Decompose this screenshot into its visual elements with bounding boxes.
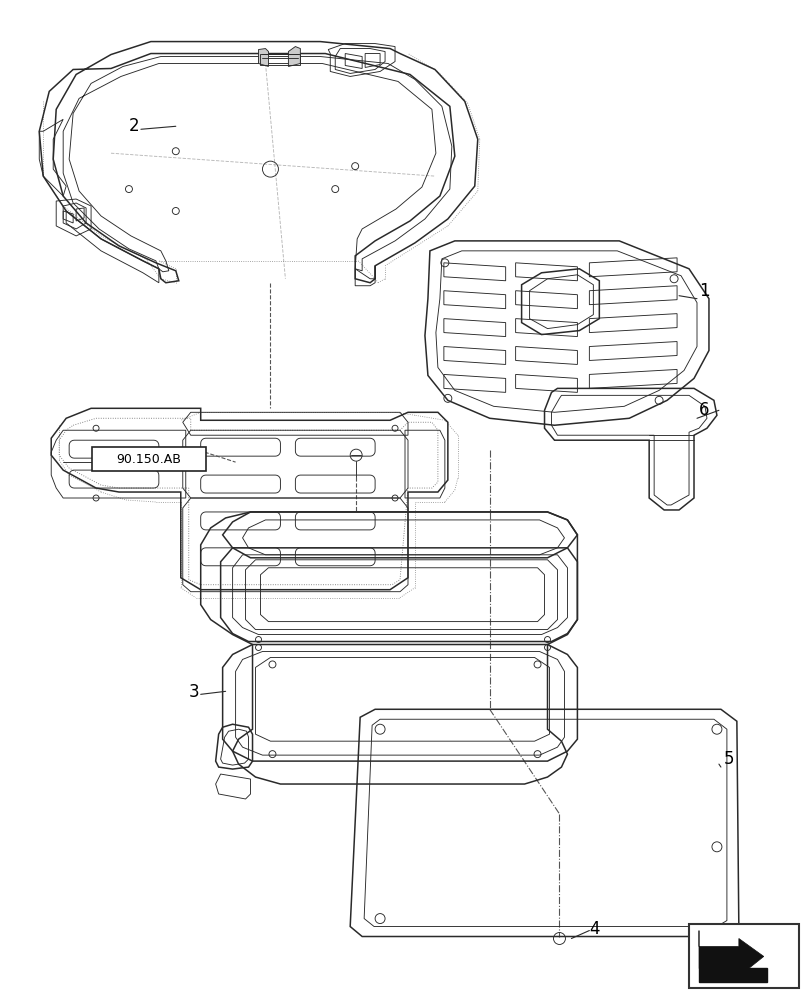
Text: 3: 3 bbox=[188, 683, 200, 701]
FancyBboxPatch shape bbox=[92, 447, 205, 471]
Bar bbox=[689, 924, 798, 988]
Text: 4: 4 bbox=[589, 920, 599, 938]
Text: 90.150.AB: 90.150.AB bbox=[116, 453, 181, 466]
Polygon shape bbox=[288, 47, 300, 66]
Text: 1: 1 bbox=[698, 282, 709, 300]
Polygon shape bbox=[258, 49, 268, 66]
Text: 6: 6 bbox=[698, 401, 709, 419]
Text: 2: 2 bbox=[129, 117, 139, 135]
Bar bbox=[698, 968, 766, 982]
Text: 5: 5 bbox=[723, 750, 733, 768]
Polygon shape bbox=[698, 931, 763, 976]
